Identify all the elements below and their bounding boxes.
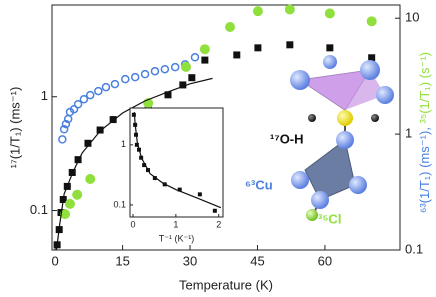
x-axis-label: Temperature (K) bbox=[179, 277, 273, 292]
data-point bbox=[368, 54, 376, 62]
x-axis-label: T⁻¹ (K⁻¹) bbox=[159, 233, 195, 243]
data-point bbox=[190, 53, 200, 62]
data-point bbox=[180, 61, 191, 72]
atom bbox=[336, 131, 354, 149]
atom bbox=[290, 70, 310, 90]
y2-tick-label: 0.1 bbox=[405, 241, 423, 256]
data-point bbox=[197, 192, 202, 197]
data-point bbox=[170, 62, 180, 72]
data-point bbox=[69, 104, 79, 114]
y-tick-label: 0.1 bbox=[30, 202, 48, 217]
atom bbox=[306, 209, 318, 221]
data-point bbox=[140, 69, 150, 79]
molecule-diagram bbox=[290, 55, 394, 221]
plot-area bbox=[51, 4, 401, 251]
data-point bbox=[96, 126, 104, 134]
data-point bbox=[152, 176, 157, 181]
x-tick-label: 1 bbox=[173, 219, 178, 229]
y2-tick-label: 1 bbox=[405, 126, 412, 141]
data-point bbox=[58, 135, 67, 144]
data-point bbox=[73, 99, 83, 109]
data-point bbox=[85, 173, 96, 184]
x-tick-label: 45 bbox=[250, 253, 264, 268]
data-point bbox=[60, 209, 71, 220]
data-point bbox=[130, 72, 140, 82]
atom bbox=[371, 114, 379, 122]
data-point bbox=[142, 163, 147, 168]
data-point bbox=[79, 94, 89, 104]
y2-axis-label-part: ⁶³(1/T₁) (ms⁻¹), bbox=[417, 123, 432, 213]
x-tick-label: 30 bbox=[183, 253, 197, 268]
species-label: ³⁵Cl bbox=[318, 211, 341, 226]
y2-axis-label: ⁶³(1/T₁) (ms⁻¹), ³⁵(1/T₁) (s⁻¹) bbox=[417, 52, 432, 213]
data-point bbox=[85, 90, 95, 100]
x-tick-label: 2 bbox=[216, 219, 221, 229]
atom bbox=[311, 191, 329, 209]
data-point bbox=[326, 44, 334, 52]
atom bbox=[360, 60, 380, 80]
y-tick-label: 1 bbox=[121, 139, 126, 149]
data-point bbox=[110, 79, 120, 89]
data-point bbox=[366, 16, 377, 27]
fit-line bbox=[55, 77, 213, 251]
data-point bbox=[225, 21, 236, 32]
y-axis-label: ¹⁷(1/T₁) (ms⁻¹) bbox=[7, 87, 22, 169]
data-point bbox=[94, 86, 103, 96]
data-point bbox=[177, 187, 182, 192]
data-point bbox=[84, 139, 92, 147]
data-point bbox=[64, 198, 75, 209]
data-point bbox=[131, 112, 136, 117]
x-tick-label: 0 bbox=[130, 219, 135, 229]
atom bbox=[376, 86, 394, 104]
atom bbox=[337, 110, 353, 126]
tetrahedron bbox=[300, 70, 385, 110]
data-point bbox=[74, 156, 82, 164]
atom bbox=[323, 55, 337, 69]
data-point bbox=[199, 44, 210, 55]
y2-axis-label-part: ³⁵(1/T₁) (s⁻¹) bbox=[417, 52, 432, 124]
data-point bbox=[160, 64, 170, 74]
data-point bbox=[324, 8, 335, 19]
data-point bbox=[109, 116, 117, 124]
data-point bbox=[72, 189, 83, 200]
data-point bbox=[121, 74, 130, 84]
atom bbox=[308, 114, 316, 122]
data-point bbox=[59, 125, 69, 134]
atom bbox=[349, 176, 367, 194]
data-point bbox=[134, 142, 139, 147]
x-tick-label: 0 bbox=[52, 253, 59, 268]
data-point bbox=[179, 81, 187, 89]
data-point bbox=[188, 74, 196, 82]
data-point bbox=[61, 119, 71, 129]
data-point bbox=[284, 4, 295, 15]
x-tick-label: 60 bbox=[318, 253, 332, 268]
species-label: ¹⁷O-H bbox=[270, 131, 304, 146]
data-point bbox=[286, 41, 294, 49]
y-tick-label: 0.1 bbox=[113, 199, 126, 209]
plot-area bbox=[129, 107, 224, 218]
data-point bbox=[254, 44, 262, 52]
atom bbox=[291, 171, 309, 189]
data-point bbox=[201, 56, 209, 64]
plot: 0 1 2 0.1 1 T⁻¹ (K⁻¹) bbox=[113, 107, 224, 243]
data-point bbox=[150, 66, 160, 76]
x-tick-label: 15 bbox=[115, 253, 129, 268]
fit-line bbox=[133, 112, 222, 209]
data-point bbox=[101, 82, 111, 92]
y-tick-label: 1 bbox=[41, 88, 48, 103]
y2-tick-label: 10 bbox=[405, 10, 419, 25]
data-point bbox=[233, 51, 241, 59]
data-point bbox=[164, 91, 172, 99]
data-point bbox=[252, 6, 263, 17]
data-point bbox=[212, 208, 217, 213]
species-label: ⁶³Cu bbox=[245, 177, 273, 192]
